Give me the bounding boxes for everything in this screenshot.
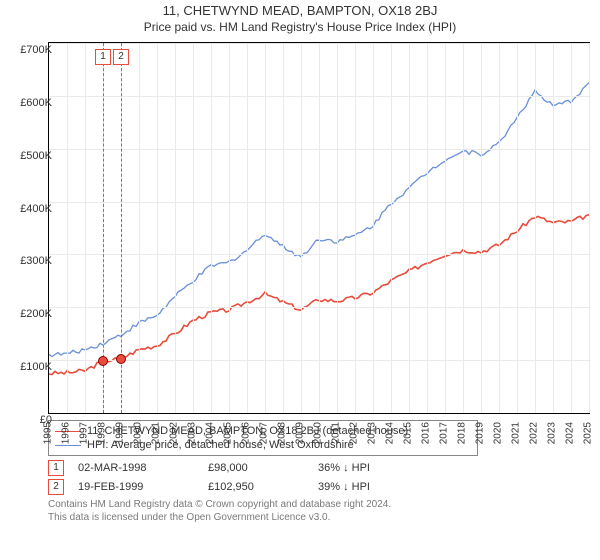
price-chart: 12: [48, 42, 590, 414]
x-axis-label: 2000: [133, 422, 144, 444]
x-axis-label: 2011: [331, 422, 342, 444]
sale-hpi-diff: 39% ↓ HPI: [318, 481, 438, 493]
sale-marker-1: 1: [95, 49, 111, 65]
x-axis-label: 2025: [583, 422, 594, 444]
sale-row-1: 1 02-MAR-1998£98,00036% ↓ HPI: [48, 460, 580, 476]
sale-id-box: 2: [48, 479, 64, 495]
x-axis-label: 2005: [223, 422, 234, 444]
y-axis-label: £400K: [20, 203, 52, 215]
x-axis-label: 2018: [457, 422, 468, 444]
y-axis-label: £100K: [20, 361, 52, 373]
x-axis-label: 2019: [475, 422, 486, 444]
x-axis-label: 2009: [295, 422, 306, 444]
x-axis-label: 1998: [97, 422, 108, 444]
x-axis-label: 2023: [547, 422, 558, 444]
x-axis-label: 2006: [241, 422, 252, 444]
x-axis-label: 2015: [403, 422, 414, 444]
x-axis-label: 2013: [367, 422, 378, 444]
title-line-1: 11, CHETWYND MEAD, BAMPTON, OX18 2BJ: [0, 3, 600, 18]
y-axis-label: £600K: [20, 97, 52, 109]
x-axis-label: 2002: [169, 422, 180, 444]
y-axis-label: £500K: [20, 150, 52, 162]
x-axis-label: 2022: [529, 422, 540, 444]
y-axis-label: £200K: [20, 308, 52, 320]
sale-id-box: 1: [48, 460, 64, 476]
sale-date: 02-MAR-1998: [78, 462, 208, 474]
x-axis-label: 2003: [187, 422, 198, 444]
x-axis-label: 2010: [313, 422, 324, 444]
x-axis-label: 2004: [205, 422, 216, 444]
x-axis-label: 2001: [151, 422, 162, 444]
x-axis-label: 1995: [43, 422, 54, 444]
x-axis-label: 2007: [259, 422, 270, 444]
title-line-2: Price paid vs. HM Land Registry's House …: [0, 20, 600, 34]
x-axis-label: 2016: [421, 422, 432, 444]
sale-price: £102,950: [208, 481, 318, 493]
sale-point-1: [98, 356, 108, 366]
x-axis-label: 1997: [79, 422, 90, 444]
license-note: Contains HM Land Registry data © Crown c…: [48, 498, 580, 524]
x-axis-label: 1996: [61, 422, 72, 444]
y-axis-label: £700K: [20, 44, 52, 56]
x-axis-label: 2014: [385, 422, 396, 444]
sale-price: £98,000: [208, 462, 318, 474]
x-axis-label: 2020: [493, 422, 504, 444]
sale-point-2: [116, 354, 126, 364]
y-axis-label: £300K: [20, 255, 52, 267]
x-axis-label: 2012: [349, 422, 360, 444]
sale-row-2: 2 19-FEB-1999£102,95039% ↓ HPI: [48, 479, 580, 495]
x-axis-label: 2024: [565, 422, 576, 444]
sale-date: 19-FEB-1999: [78, 481, 208, 493]
sale-marker-2: 2: [113, 49, 129, 65]
x-axis-label: 2008: [277, 422, 288, 444]
x-axis-label: 1999: [115, 422, 126, 444]
x-axis-label: 2021: [511, 422, 522, 444]
sales-footer: 1 02-MAR-1998£98,00036% ↓ HPI 2 19-FEB-1999…: [48, 460, 580, 524]
sale-hpi-diff: 36% ↓ HPI: [318, 462, 438, 474]
x-axis-label: 2017: [439, 422, 450, 444]
